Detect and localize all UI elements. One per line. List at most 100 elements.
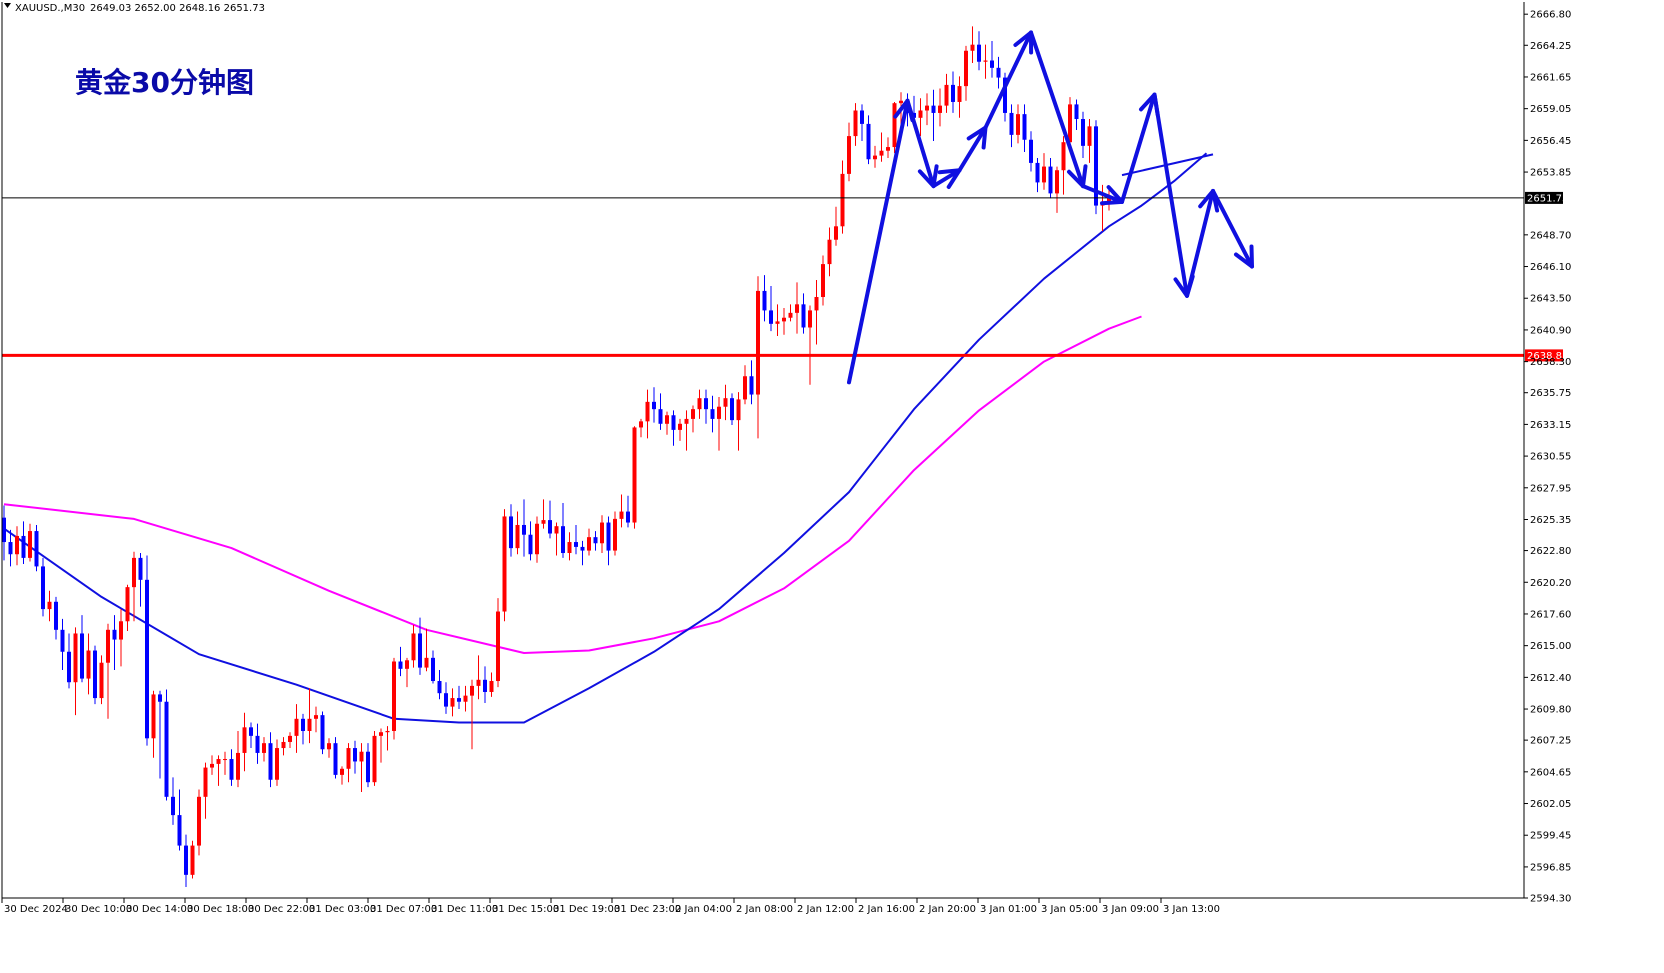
candle-body (73, 633, 78, 683)
candle-body (1087, 126, 1092, 146)
candle-body (106, 629, 110, 663)
y-tick-label: 2604.65 (1530, 767, 1571, 778)
y-tick-label: 2633.15 (1530, 420, 1571, 431)
y-tick-label: 2643.50 (1530, 294, 1571, 305)
candle-body (223, 759, 227, 761)
candle-body (847, 136, 851, 174)
candle-body (1081, 119, 1085, 146)
candle-body (1107, 198, 1111, 204)
candle-body (119, 621, 123, 640)
candle-body (717, 406, 721, 419)
candle-body (333, 743, 338, 775)
candle-body (60, 629, 65, 652)
candle-body (314, 715, 318, 719)
candle-body (535, 523, 539, 555)
header-ohlc: 2649.03 2652.00 2648.16 2651.73 (90, 3, 265, 14)
candle-body (964, 50, 968, 87)
candle-body (840, 173, 845, 227)
x-tick-label: 3 Jan 13:00 (1163, 904, 1220, 915)
candle-body (34, 531, 39, 567)
candle-body (509, 516, 513, 549)
candle-body (1029, 139, 1033, 163)
y-tick-label: 2648.70 (1530, 230, 1571, 241)
x-tick-label: 31 Dec 19:00 (553, 904, 620, 915)
candle-body (515, 524, 520, 549)
candle-body (288, 735, 292, 742)
candle-body (990, 60, 994, 68)
candle-body (301, 718, 305, 731)
y-tick-label: 2656.45 (1530, 136, 1571, 147)
candle-body (1022, 114, 1027, 140)
candle-body (138, 557, 143, 580)
candle-body (476, 679, 481, 686)
y-tick-label: 2664.25 (1530, 41, 1571, 52)
candle-body (431, 657, 435, 682)
candle-body (41, 566, 45, 610)
x-tick-label: 31 Dec 07:00 (370, 904, 437, 915)
y-tick-label: 2638.30 (1530, 357, 1571, 368)
candle-body (853, 110, 858, 137)
candle-body (463, 695, 468, 702)
y-tick-label: 2646.10 (1530, 262, 1571, 273)
candle-body (320, 715, 325, 750)
candle-body (860, 110, 864, 124)
y-tick-label: 2607.25 (1530, 736, 1571, 747)
candle-body (8, 542, 13, 555)
candle-body (996, 67, 1001, 78)
candle-body (275, 748, 279, 780)
y-tick-label: 2617.60 (1530, 609, 1571, 620)
candle-body (203, 767, 208, 797)
header-symbol: XAUUSD.,M30 (15, 3, 85, 14)
candle-body (749, 376, 754, 395)
candle-body (769, 310, 773, 324)
candle-body (444, 693, 448, 707)
candle-body (827, 239, 832, 265)
candle-body (801, 304, 806, 328)
candle-body (177, 815, 182, 846)
candle-body (372, 735, 377, 783)
candle-body (418, 633, 422, 668)
candle-body (242, 727, 247, 753)
x-tick-label: 30 Dec 10:00 (65, 904, 132, 915)
candle-body (782, 317, 786, 322)
candle-body (1003, 77, 1007, 113)
candle-body (704, 398, 708, 410)
candle-body (21, 535, 26, 558)
candle-body (216, 759, 221, 764)
candle-body (496, 611, 500, 682)
candle-body (554, 526, 559, 534)
candle-body (249, 727, 253, 736)
x-tick-label: 2 Jan 20:00 (919, 904, 976, 915)
candle-body (171, 796, 175, 816)
candle-body (613, 518, 617, 551)
wave-segment (847, 98, 910, 385)
x-tick-label: 2 Jan 08:00 (736, 904, 793, 915)
candle-body (15, 535, 19, 555)
y-tick-label: 2594.30 (1530, 894, 1571, 905)
candle-body (132, 557, 136, 588)
candle-body (600, 522, 604, 544)
candle-body (151, 694, 156, 739)
x-tick-label: 30 Dec 22:00 (248, 904, 315, 915)
candle-body (944, 84, 949, 106)
candle-body (262, 743, 266, 753)
candle-body (145, 579, 149, 739)
support-price-label-bg (1525, 349, 1563, 362)
candle-body (340, 768, 344, 775)
annotation-layer (847, 30, 1254, 385)
candle-body (353, 748, 357, 762)
price-levels-layer: 2651.73 2638.81 (2, 191, 1568, 362)
candle-body (1074, 104, 1079, 120)
candle-body (210, 763, 214, 768)
x-tick-label: 2 Jan 12:00 (797, 904, 854, 915)
trend-line (1121, 153, 1214, 177)
candle-body (307, 718, 312, 731)
candle-body (1094, 126, 1098, 206)
candle-body (730, 398, 734, 421)
candle-body (236, 752, 240, 780)
candle-body (587, 537, 591, 551)
candle-body (821, 264, 825, 298)
y-tick-label: 2653.85 (1530, 168, 1571, 179)
candle-body (639, 421, 643, 428)
